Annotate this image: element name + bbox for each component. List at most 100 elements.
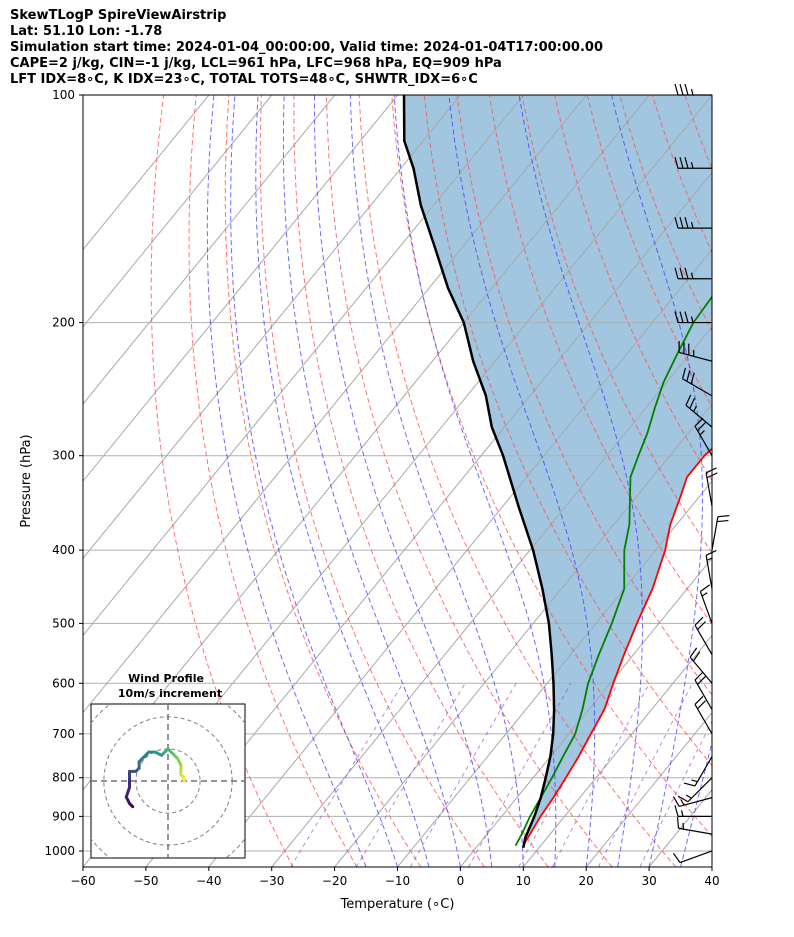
x-tick-label: −50: [133, 874, 158, 888]
wind-barb: [674, 805, 712, 817]
wind-barb: [674, 216, 712, 229]
parcel-line: [402, 95, 556, 848]
x-tick-label: −60: [70, 874, 95, 888]
x-tick-label: 20: [579, 874, 594, 888]
isotherm-line: [585, 711, 712, 867]
hodograph-segment: [140, 750, 151, 761]
mixing-ratio-line: [355, 683, 466, 867]
hodograph-inset: [90, 703, 246, 859]
wind-barb: [705, 549, 717, 589]
isotherm-line: [83, 95, 273, 328]
dry-adiabat-line: [488, 95, 712, 625]
y-tick-label: 900: [52, 809, 75, 823]
dry-adiabat-line: [718, 95, 794, 867]
isotherm-line: [145, 171, 712, 867]
moist-adiabat-line: [313, 95, 493, 867]
chart-header: SkewTLogP SpireViewAirstrip Lat: 51.10 L…: [10, 8, 790, 88]
wind-barb: [672, 850, 713, 864]
y-tick-label: 200: [52, 316, 75, 330]
isotherm-line: [83, 95, 461, 560]
y-tick-label: 800: [52, 771, 75, 785]
wind-barb: [678, 341, 713, 362]
mixing-ratio-line: [551, 683, 650, 867]
wind-barb: [674, 311, 712, 324]
moist-adiabat-line: [349, 95, 524, 867]
moist-adiabat-line: [711, 865, 712, 867]
wind-barb: [681, 367, 713, 397]
dry-adiabat-line: [521, 95, 712, 554]
x-tick-label: 0: [457, 874, 465, 888]
hodograph-title: Wind Profile: [128, 672, 204, 685]
moist-adiabat-line: [230, 95, 398, 867]
wind-barb: [683, 756, 713, 787]
mixing-ratio-line: [597, 683, 693, 867]
wind-barb: [699, 584, 713, 624]
x-tick-label: 40: [704, 874, 719, 888]
wind-barb: [694, 671, 713, 710]
y-tick-label: 100: [52, 88, 75, 102]
y-tick-label: 1000: [44, 844, 75, 858]
y-tick-label: 700: [52, 727, 75, 741]
dry-adiabat-line: [293, 95, 549, 867]
moist-adiabat-line: [255, 95, 430, 867]
x-tick-label: −40: [196, 874, 221, 888]
wind-barb: [694, 417, 713, 456]
isotherm-line: [711, 866, 712, 867]
wind-barb: [674, 83, 712, 96]
x-tick-label: 10: [516, 874, 531, 888]
dry-adiabat-line: [188, 95, 358, 867]
mixing-ratio-line: [290, 683, 404, 867]
wind-barb: [694, 616, 713, 656]
location-line: Lat: 51.10 Lon: -1.78: [10, 24, 163, 39]
isotherm-line: [334, 403, 712, 867]
dry-adiabat-line: [750, 95, 794, 867]
isotherm-line: [522, 634, 712, 867]
y-axis-label: Pressure (hPa): [19, 434, 34, 527]
wind-barb: [685, 394, 713, 428]
hodograph-subtitle: 10m/s increment: [118, 687, 222, 700]
wind-barb: [689, 647, 713, 684]
dry-adiabat-line: [224, 95, 422, 867]
isotherm-line: [83, 95, 587, 714]
chart-title: SkewTLogP SpireViewAirstrip: [10, 8, 227, 23]
x-tick-label: −10: [385, 874, 410, 888]
cape-shaded-area: [404, 95, 712, 848]
dry-adiabat-line: [259, 95, 485, 867]
simulation-time-line: Simulation start time: 2024-01-04_00:00:…: [10, 40, 603, 55]
hodograph-segment: [124, 785, 131, 799]
dewpoint-line: [514, 295, 712, 847]
y-tick-label: 400: [52, 543, 75, 557]
x-tick-label: −20: [322, 874, 347, 888]
wind-barb: [674, 157, 712, 169]
isotherm-line: [460, 557, 712, 867]
wind-barb: [672, 796, 713, 808]
moist-adiabat-line: [282, 95, 461, 867]
mixing-ratio-line: [409, 683, 517, 867]
axes: −60 −50 −40 −30 −20 −10 0 10 20 30 40 1000 900 800 700…: [44, 88, 719, 888]
isotherm-line: [83, 95, 336, 405]
dry-adiabat-line: [326, 95, 613, 867]
x-tick-label: 30: [641, 874, 656, 888]
isotherm-line: [271, 325, 712, 867]
y-tick-label: 300: [52, 449, 75, 463]
x-tick-label: −30: [259, 874, 284, 888]
dry-adiabat-line: [423, 95, 712, 767]
moist-adiabat-line: [518, 95, 643, 867]
mixing-ratio-line: [468, 683, 572, 867]
isotherm-line: [397, 480, 712, 867]
wind-barb: [705, 467, 718, 507]
wind-barb: [674, 267, 712, 280]
stability-indices-line: LFT IDX=8∘C, K IDX=23∘C, TOTAL TOTS=48∘C…: [10, 72, 478, 87]
y-tick-label: 600: [52, 676, 75, 690]
mixing-ratio-line: [639, 720, 712, 867]
temperature-line: [522, 447, 712, 847]
isotherm-line: [83, 95, 210, 251]
moist-adiabat-line: [393, 95, 557, 867]
wind-barb: [677, 777, 713, 803]
cape-indices-line: CAPE=2 j/kg, CIN=-1 j/kg, LCL=961 hPa, L…: [10, 56, 502, 71]
wind-barb: [676, 816, 713, 835]
wind-barbs: [672, 83, 730, 864]
dry-adiabat-line: [456, 95, 712, 696]
wind-barb: [711, 515, 730, 551]
